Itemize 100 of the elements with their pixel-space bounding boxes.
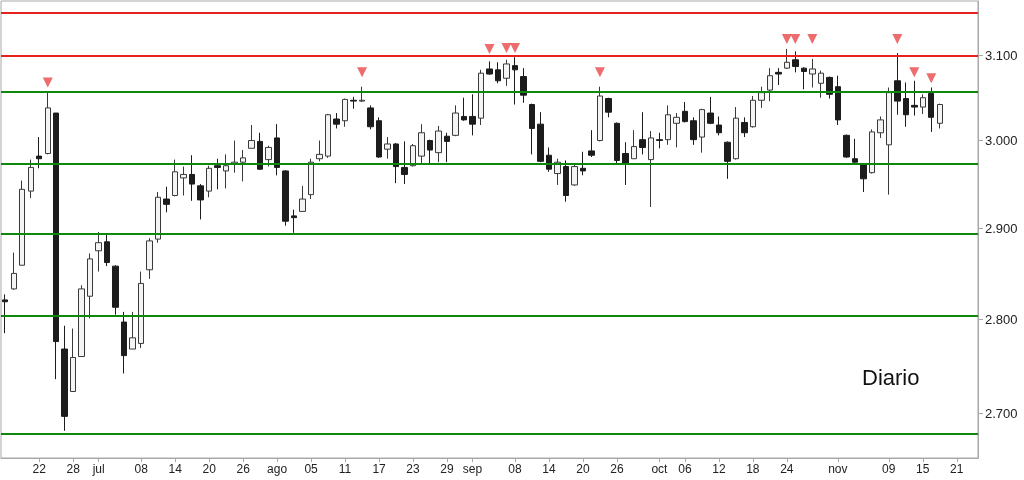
- candlestick: [605, 97, 612, 118]
- candlestick: [622, 141, 629, 186]
- point: [594, 67, 605, 78]
- candlestick: [333, 112, 340, 129]
- candlestick: [520, 67, 527, 104]
- point: [42, 77, 53, 88]
- candlestick: [206, 165, 212, 198]
- x-tick-label: 17: [372, 462, 387, 476]
- candlestick: [869, 128, 875, 175]
- candlestick: [189, 154, 195, 202]
- candlestick: [342, 98, 348, 128]
- candlestick: [682, 101, 688, 123]
- y-tick-label: 2.700: [985, 405, 1018, 421]
- x-tick-label: 15: [916, 462, 930, 476]
- candlestick: [299, 185, 306, 212]
- candlestick: [61, 325, 68, 432]
- candlestick: [53, 112, 59, 380]
- x-tick-label: 26: [236, 462, 251, 476]
- point: [484, 43, 495, 54]
- candlestick: [580, 151, 586, 176]
- x-tick-label: sep: [462, 462, 483, 476]
- candlestick: [537, 111, 544, 163]
- x-tick-label: 20: [202, 462, 217, 476]
- candlestick: [359, 86, 365, 103]
- x-tick-label: 08: [508, 462, 522, 476]
- x-tick-label: 11: [338, 462, 352, 476]
- candlestick: [282, 169, 289, 227]
- annotation: Diario: [862, 364, 920, 390]
- candlestick: [724, 140, 731, 180]
- candlestick: [223, 153, 229, 189]
- candlestick: [903, 81, 909, 128]
- candlestick: [852, 138, 858, 165]
- candlestick: [486, 60, 493, 76]
- candlestick: [894, 52, 901, 116]
- candlestick: [70, 328, 76, 393]
- x-tick-label: 29: [440, 462, 455, 476]
- candlestick: [775, 67, 782, 86]
- candlestick: [248, 124, 255, 149]
- candlestick: [112, 264, 119, 316]
- candlestick: [571, 164, 578, 187]
- point: [926, 73, 937, 84]
- y-tick-label: 2.900: [985, 220, 1018, 236]
- candlestick: [928, 87, 934, 133]
- x-tick-label: 12: [712, 462, 726, 476]
- y-tick-label: 3.100: [985, 48, 1018, 64]
- candlestick: [163, 186, 170, 213]
- candlestick: [758, 86, 765, 109]
- candlestick: [367, 104, 374, 130]
- candlestick: [2, 293, 8, 334]
- candlestick: [393, 142, 399, 184]
- point: [357, 67, 368, 78]
- candlestick: [146, 237, 153, 280]
- candlestick: [401, 140, 408, 185]
- candlestick: [860, 163, 867, 193]
- candlestick: [240, 149, 246, 182]
- candlestick: [19, 180, 25, 266]
- candlestick: [529, 103, 535, 155]
- candlestick: [427, 139, 433, 166]
- candlestick: [121, 311, 127, 374]
- candlestick: [308, 158, 314, 200]
- candlestick: [648, 130, 654, 208]
- candlestick: [95, 231, 102, 273]
- candlestick: [495, 61, 501, 84]
- candlestick: [512, 56, 518, 106]
- candlestick: [45, 92, 51, 155]
- candlestick: [937, 103, 943, 129]
- candlestick: [180, 166, 187, 197]
- point: [781, 33, 792, 44]
- candlestick: [316, 140, 323, 162]
- candlestick: [588, 129, 595, 158]
- x-tick-label: 18: [746, 462, 760, 476]
- candlestick: [138, 271, 144, 349]
- candlestick: [257, 132, 263, 171]
- point: [807, 33, 818, 44]
- candlestick: [784, 48, 790, 70]
- candlestick: [877, 115, 884, 139]
- y-tick-label: 3.000: [985, 133, 1018, 149]
- x-tick-label: 14: [168, 462, 183, 476]
- x-tick-label: oct: [651, 462, 669, 476]
- candlestick: [886, 87, 892, 196]
- candlestick: [767, 67, 773, 102]
- x-tick-label: jul: [91, 462, 105, 476]
- candlestick: [920, 93, 926, 115]
- candlestick: [656, 132, 663, 149]
- candlestick: [741, 116, 748, 138]
- candlestick: [78, 284, 85, 358]
- candlestick: [291, 209, 297, 234]
- candlestick: [461, 97, 467, 122]
- x-tick-label: nov: [828, 462, 848, 476]
- point: [509, 43, 520, 54]
- candlestick: [36, 136, 42, 169]
- candlestick: [809, 58, 816, 89]
- candlestick: [631, 129, 637, 160]
- candlestick: [673, 112, 680, 148]
- x-tick-label: 08: [134, 462, 149, 476]
- candlestick: [11, 252, 17, 291]
- candlestick: [665, 104, 671, 146]
- candlestick: [444, 132, 450, 163]
- candlestick: [690, 116, 697, 146]
- point: [501, 43, 512, 54]
